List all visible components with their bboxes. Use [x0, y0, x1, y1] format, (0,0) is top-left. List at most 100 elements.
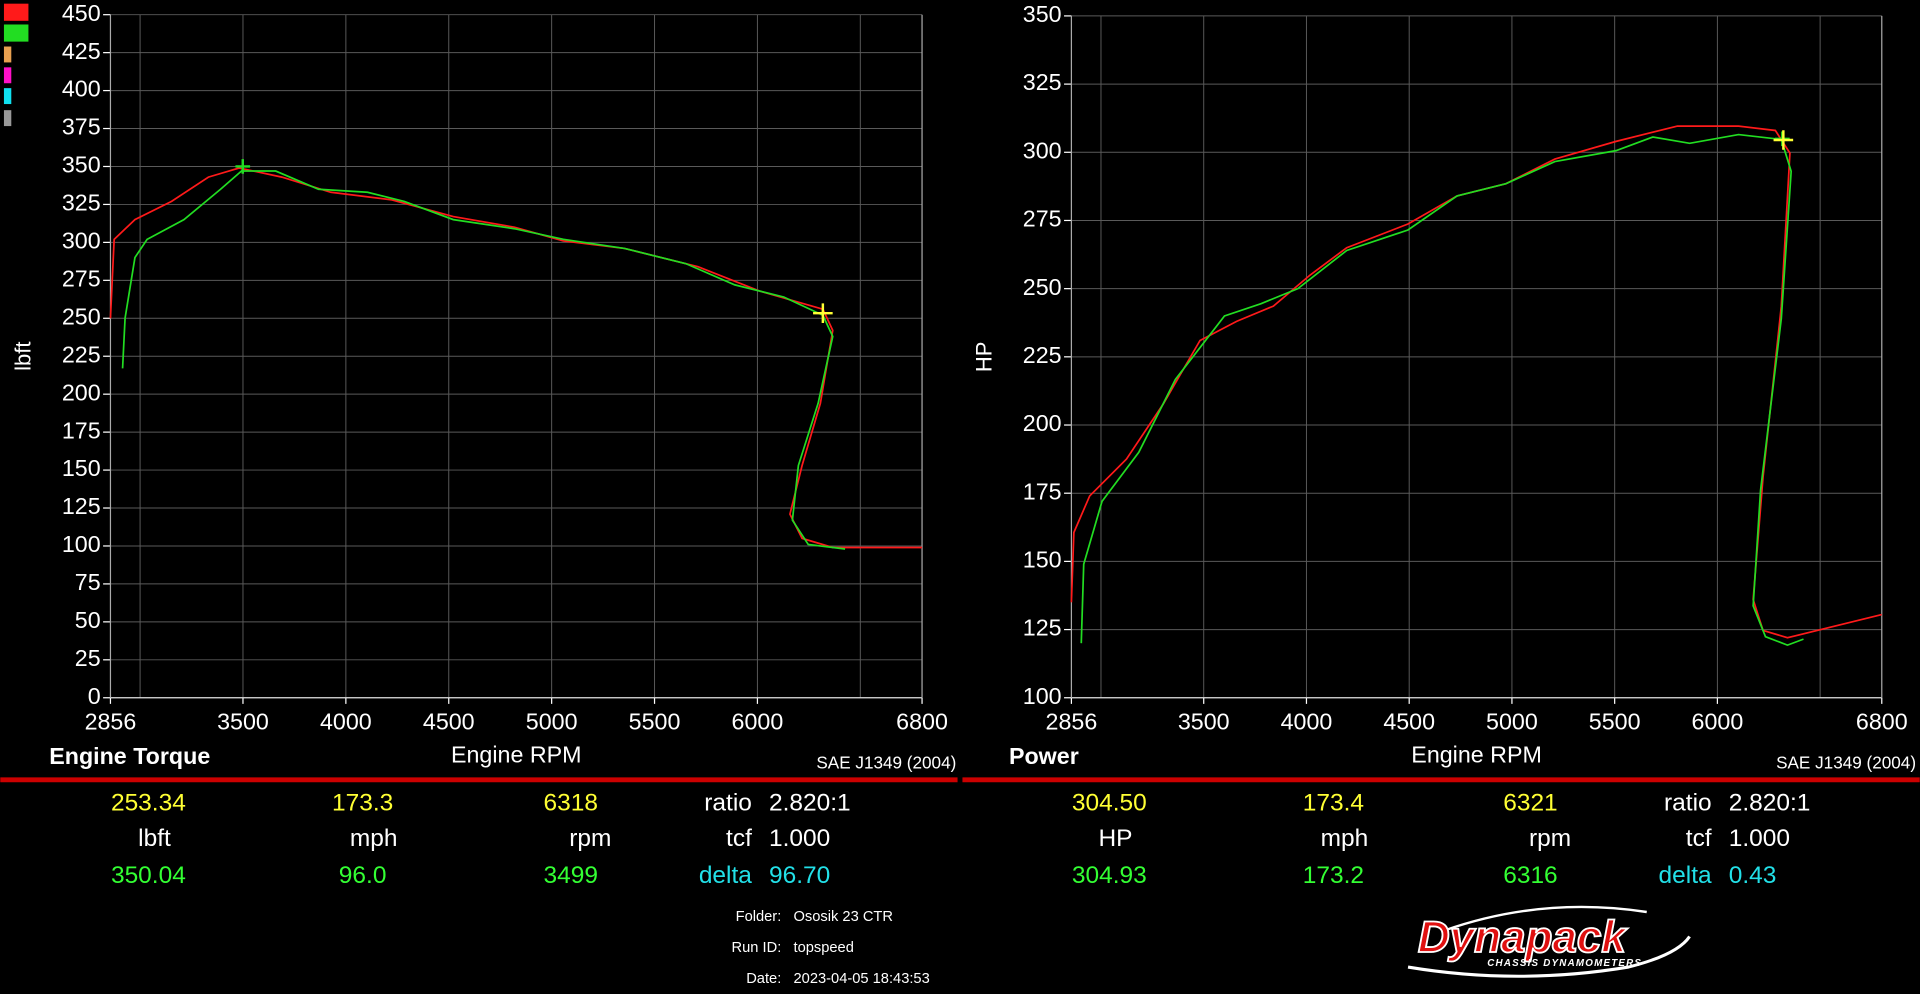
chart-title: Power: [1009, 743, 1079, 769]
y-tick-label: 300: [62, 228, 101, 254]
info-value: 2023-04-05 18:43:53: [794, 971, 930, 987]
y-tick-label: 425: [62, 38, 101, 64]
cursor-marker: [1773, 130, 1794, 150]
readout-value: 1.000: [769, 825, 830, 852]
y-tick-label: 325: [1023, 69, 1062, 95]
standard-note: SAE J1349 (2004): [816, 752, 956, 772]
readout-cursor: 6321: [1503, 790, 1557, 817]
x-tick-label: 2856: [1046, 709, 1098, 735]
readout-cursor: 6318: [544, 790, 598, 817]
info-label: Folder:: [736, 909, 782, 925]
readout-cursor: 304.50: [1072, 790, 1147, 817]
readout-label: delta: [699, 862, 752, 889]
info-label: Run ID:: [732, 940, 782, 956]
series-line: [1080, 133, 1804, 647]
y-tick-label: 150: [62, 455, 101, 481]
x-tick-label: 6000: [732, 709, 784, 735]
info-label: Date:: [746, 971, 781, 987]
x-tick-label: 5500: [1589, 709, 1641, 735]
x-tick-label: 6800: [896, 709, 948, 735]
y-tick-label: 250: [62, 303, 101, 329]
x-axis-label: Engine RPM: [1411, 742, 1542, 768]
y-tick-label: 100: [62, 531, 101, 557]
x-tick-label: 4000: [320, 709, 372, 735]
y-axis-label: HP: [972, 342, 997, 373]
y-axis-label: lbft: [11, 342, 36, 371]
readout-value: 2.820:1: [1729, 790, 1811, 817]
x-tick-label: 4000: [1281, 709, 1333, 735]
x-tick-label: 5000: [526, 709, 578, 735]
legend-swatch: [3, 67, 12, 84]
legend-swatch: [3, 110, 12, 127]
y-tick-label: 400: [62, 76, 101, 102]
standard-note: SAE J1349 (2004): [1776, 752, 1916, 772]
readout-label: ratio: [1664, 790, 1712, 817]
y-tick-label: 200: [62, 379, 101, 405]
readout-label: tcf: [726, 825, 752, 852]
y-tick-label: 25: [75, 645, 101, 671]
readout-compare: 6316: [1503, 862, 1557, 889]
readout-unit: rpm: [1529, 825, 1571, 852]
series-line: [121, 170, 846, 550]
readout-label: delta: [1659, 862, 1712, 889]
y-tick-label: 275: [1023, 206, 1062, 232]
readout-unit: HP: [1098, 825, 1132, 852]
cursor-marker: [235, 159, 251, 174]
cursor-marker: [813, 303, 833, 323]
y-tick-label: 375: [62, 114, 101, 140]
y-tick-label: 300: [1023, 137, 1062, 163]
readout-label: ratio: [704, 790, 752, 817]
readout-unit: mph: [350, 825, 398, 852]
x-tick-label: 6000: [1692, 709, 1744, 735]
logo: Dynapack CHASSIS DYNAMOMETERS: [1407, 905, 1691, 978]
y-tick-label: 325: [62, 190, 101, 216]
y-tick-label: 75: [75, 569, 101, 595]
info-value: topspeed: [794, 940, 854, 956]
x-tick-label: 3500: [1178, 709, 1230, 735]
y-tick-label: 450: [62, 0, 101, 26]
x-tick-label: 4500: [1383, 709, 1435, 735]
x-tick-label: 6800: [1856, 709, 1908, 735]
y-tick-label: 0: [88, 683, 101, 709]
y-tick-label: 100: [1023, 683, 1062, 709]
y-tick-label: 225: [62, 341, 101, 367]
logo-tagline: CHASSIS DYNAMOMETERS: [1487, 958, 1642, 969]
readout-value: 96.70: [769, 862, 830, 889]
x-tick-label: 5000: [1486, 709, 1538, 735]
readout-cursor: 253.34: [111, 790, 186, 817]
readout-label: tcf: [1686, 825, 1712, 852]
readout-compare: 350.04: [111, 862, 186, 889]
readout-unit: rpm: [569, 825, 611, 852]
x-tick-label: 5500: [629, 709, 681, 735]
legend-swatch: [3, 88, 12, 105]
y-tick-label: 200: [1023, 410, 1062, 436]
y-tick-label: 350: [62, 152, 101, 178]
chart-title: Engine Torque: [49, 743, 210, 769]
x-tick-label: 3500: [217, 709, 269, 735]
y-tick-label: 150: [1023, 547, 1062, 573]
logo-swoosh: [1444, 905, 1647, 932]
legend-swatch: [3, 46, 12, 63]
logo-swoosh: [1407, 935, 1691, 978]
readout-cursor: 173.3: [332, 790, 393, 817]
y-tick-label: 50: [75, 607, 101, 633]
logo-name: Dynapack: [1418, 913, 1629, 962]
readout-compare: 96.0: [339, 862, 387, 889]
readout-compare: 3499: [544, 862, 598, 889]
y-tick-label: 125: [62, 493, 101, 519]
readout-value: 1.000: [1729, 825, 1790, 852]
y-tick-label: 125: [1023, 615, 1062, 641]
y-tick-label: 175: [1023, 478, 1062, 504]
readout-unit: lbft: [138, 825, 171, 852]
y-tick-label: 225: [1023, 342, 1062, 368]
legend-swatch: [3, 24, 29, 42]
x-tick-label: 2856: [85, 709, 137, 735]
readout-value: 0.43: [1729, 862, 1777, 889]
y-tick-label: 250: [1023, 274, 1062, 300]
readout-unit: mph: [1321, 825, 1369, 852]
readout-cursor: 173.4: [1303, 790, 1364, 817]
info-value: Ososik 23 CTR: [794, 909, 893, 925]
